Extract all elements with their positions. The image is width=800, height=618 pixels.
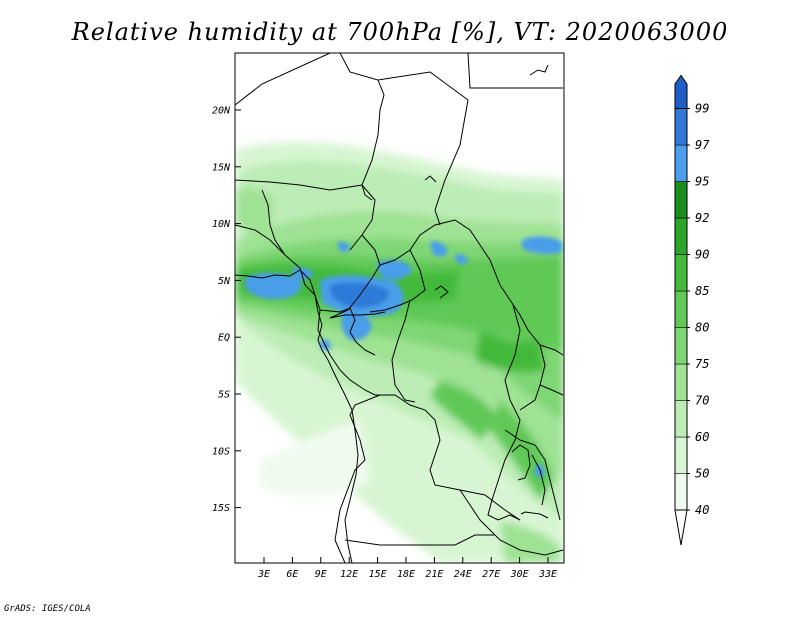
lon-tick-label: 15E <box>369 569 387 580</box>
lat-tick-label: 10S <box>212 446 230 457</box>
colorbar-label: 60 <box>695 430 709 444</box>
lon-tick-label: 33E <box>538 569 557 580</box>
chart-title: Relative humidity at 700hPa [%], VT: 202… <box>71 18 729 46</box>
colorbar-lower-arrow <box>674 509 688 546</box>
map-frame <box>234 52 565 564</box>
coastline <box>235 269 359 563</box>
lat-tick-label: EQ <box>218 333 230 344</box>
colorbar-label: 80 <box>695 321 709 335</box>
lat-tick-label: 5S <box>218 390 230 401</box>
colorbar-label: 40 <box>695 503 709 517</box>
lon-tick-label: 12E <box>340 569 358 580</box>
colorbar-label: 97 <box>695 138 710 152</box>
lon-tick-label: 21E <box>425 569 443 580</box>
lon-tick-label: 6E <box>286 569 298 580</box>
lat-tick-label: 5N <box>218 276 231 287</box>
colorbar-segment <box>674 108 688 146</box>
colorbar-label: 70 <box>695 394 709 408</box>
colorbar-label: 50 <box>695 467 709 481</box>
colorbar-segment <box>674 144 688 182</box>
colorbar-segment <box>674 473 688 511</box>
latitude-axis: 20N 15N 10N 5N EQ 5S 10S 15S <box>212 106 241 514</box>
lon-tick-label: 3E <box>257 569 270 580</box>
lon-tick-label: 18E <box>397 569 415 580</box>
humidity-field <box>235 53 564 563</box>
colorbar-label: 95 <box>695 175 709 189</box>
colorbar-label: 85 <box>695 284 709 298</box>
lat-tick-label: 20N <box>212 106 231 117</box>
lon-tick-label: 30E <box>510 569 529 580</box>
colorbar-label: 99 <box>695 102 709 116</box>
colorbar-segment <box>674 290 688 328</box>
colorbar-segment <box>674 363 688 401</box>
colorbar-label: 75 <box>695 357 709 371</box>
colorbar-segment <box>674 217 688 255</box>
colorbar: 40 50 60 70 75 80 85 90 92 95 97 99 <box>674 74 710 546</box>
colorbar-segment <box>674 74 688 109</box>
colorbar-segment <box>674 436 688 474</box>
colorbar-label: 90 <box>695 248 709 262</box>
country-borders <box>235 53 564 563</box>
grads-credit: GrADS: IGES/COLA <box>4 604 91 614</box>
colorbar-segment <box>674 181 688 219</box>
colorbar-segment <box>674 254 688 292</box>
lat-tick-label: 10N <box>212 219 231 230</box>
colorbar-segment <box>674 400 688 438</box>
longitude-axis: 3E 6E 9E 12E 15E 18E 21E 24E 27E 30E 33E <box>257 557 557 580</box>
lat-tick-label: 15S <box>212 503 230 514</box>
colorbar-label: 92 <box>695 211 709 225</box>
lat-tick-label: 15N <box>212 162 231 173</box>
lon-tick-label: 24E <box>454 569 472 580</box>
lon-tick-label: 9E <box>315 569 327 580</box>
colorbar-segment <box>674 327 688 365</box>
lon-tick-label: 27E <box>482 569 500 580</box>
